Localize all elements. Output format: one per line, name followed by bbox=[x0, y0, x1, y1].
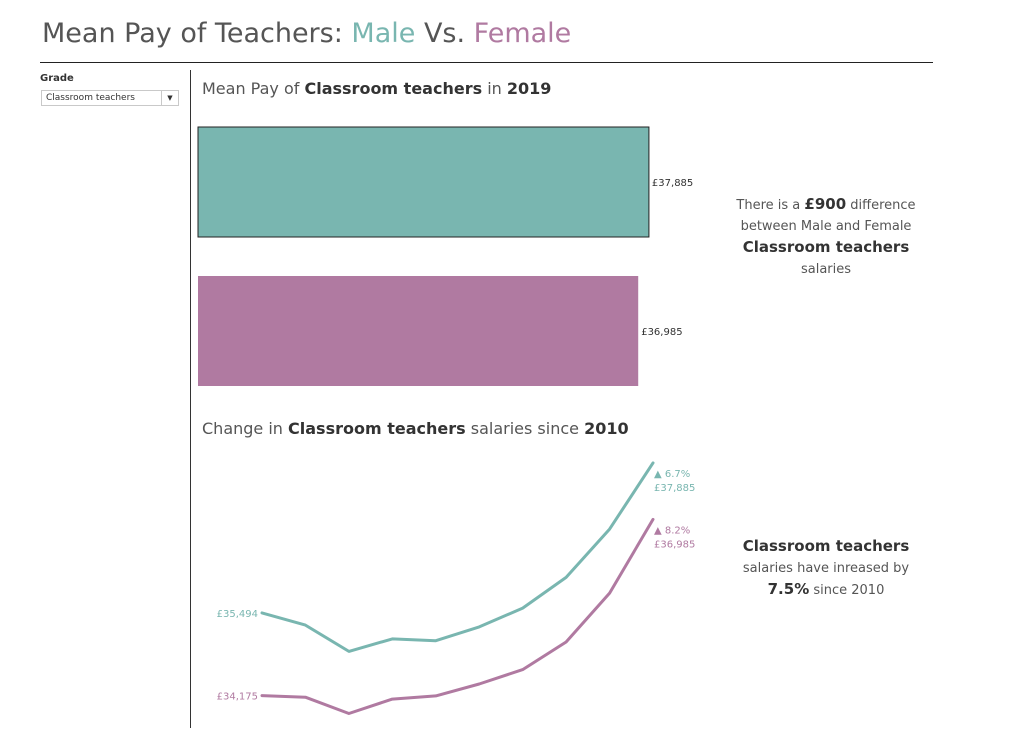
bar-label-male: £37,885 bbox=[652, 178, 693, 189]
bar-male bbox=[197, 126, 650, 238]
bar-title-year: 2019 bbox=[506, 79, 552, 98]
line-chart-title: Change in Classroom teachers salaries si… bbox=[202, 419, 629, 438]
title-divider bbox=[40, 62, 933, 63]
end-change-male: ▲ 6.7% bbox=[654, 469, 690, 480]
title-female: Female bbox=[473, 18, 572, 49]
end-label-female: £36,985 bbox=[654, 539, 695, 550]
bar-title-grade: Classroom teachers bbox=[304, 79, 483, 98]
title-male: Male bbox=[351, 18, 416, 49]
line-title-year: 2010 bbox=[584, 419, 629, 438]
grade-dropdown-value: Classroom teachers bbox=[46, 93, 135, 103]
line-female bbox=[260, 517, 655, 715]
end-label-male: £37,885 bbox=[654, 483, 695, 494]
increase-note: Classroom teachers salaries have inrease… bbox=[716, 536, 936, 601]
title-prefix: Mean Pay of Teachers: bbox=[42, 18, 352, 49]
note1-amount: £900 bbox=[804, 195, 847, 213]
panel-divider bbox=[190, 70, 191, 728]
note2-grade: Classroom teachers bbox=[742, 537, 910, 555]
line-title-mid: salaries since bbox=[465, 419, 585, 438]
bar-chart-title: Mean Pay of Classroom teachers in 2019 bbox=[202, 79, 551, 98]
chevron-down-icon[interactable]: ▼ bbox=[161, 91, 178, 105]
bar-title-pre: Mean Pay of bbox=[202, 79, 305, 98]
note1-post: difference bbox=[846, 198, 916, 213]
end-change-female: ▲ 8.2% bbox=[654, 525, 690, 536]
grade-filter-label: Grade bbox=[40, 73, 74, 84]
line-title-pre: Change in bbox=[202, 419, 289, 438]
bar-title-mid: in bbox=[482, 79, 507, 98]
note2-post: since 2010 bbox=[809, 583, 885, 598]
line-male bbox=[260, 461, 655, 653]
note1-pre: There is a bbox=[736, 198, 805, 213]
start-label-male: £35,494 bbox=[217, 609, 258, 620]
bar-female bbox=[198, 276, 639, 386]
grade-dropdown[interactable]: Classroom teachers ▼ bbox=[41, 90, 179, 106]
start-label-female: £34,175 bbox=[217, 692, 258, 703]
note1-grade: Classroom teachers bbox=[742, 238, 910, 256]
note1-line2: between Male and Female bbox=[740, 219, 912, 234]
note2-pct: 7.5% bbox=[767, 580, 810, 598]
bar-label-female: £36,985 bbox=[641, 327, 682, 338]
line-title-grade: Classroom teachers bbox=[288, 419, 466, 438]
title-vs: Vs. bbox=[415, 18, 474, 49]
note2-line2: salaries have inreased by bbox=[742, 561, 910, 576]
note1-line4: salaries bbox=[800, 262, 852, 277]
page-title: Mean Pay of Teachers: Male Vs. Female bbox=[42, 18, 571, 49]
difference-note: There is a £900 difference between Male … bbox=[716, 194, 936, 280]
